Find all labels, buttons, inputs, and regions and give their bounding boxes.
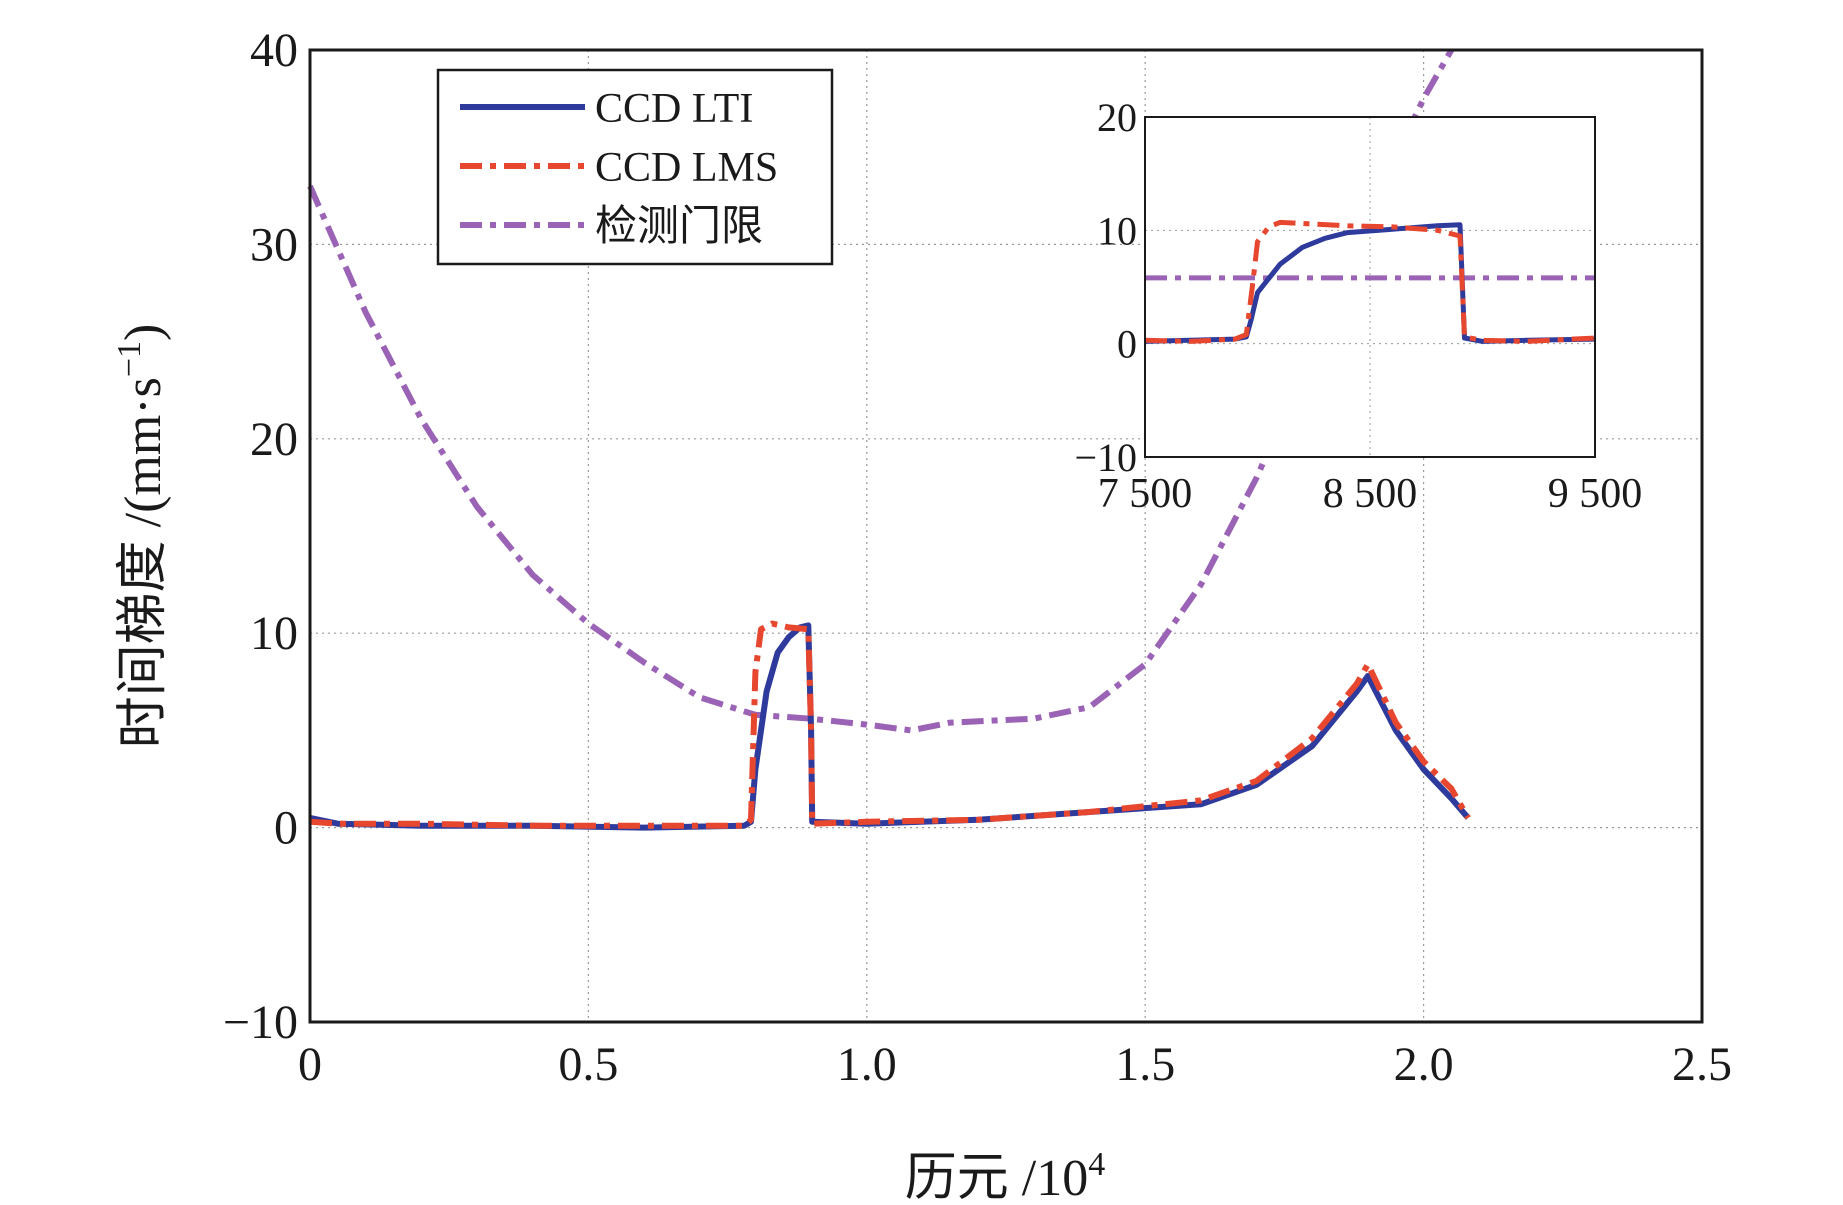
y-tick-label: 30: [250, 218, 298, 271]
inset-x-tick-label: 8 500: [1323, 471, 1418, 517]
inset-x-tick-label: 7 500: [1098, 471, 1193, 517]
x-tick-label: 1.0: [837, 1038, 897, 1091]
legend-label-ccd-lms: CCD LMS: [595, 145, 778, 191]
y-tick-label: 10: [250, 607, 298, 660]
inset-ticks: 7 500 8 500 9 500 −10 0 10 20: [1074, 95, 1642, 517]
legend-label-threshold: 检测门限: [595, 203, 763, 250]
inset-y-tick-label: 0: [1117, 322, 1137, 367]
inset-frame: [1144, 116, 1596, 458]
inset-y-tick-label: 20: [1097, 95, 1137, 140]
y-axis-label: 时间梯度 /(mm·s−1): [111, 324, 172, 749]
legend: CCD LTI CCD LMS 检测门限: [436, 68, 834, 266]
inset-y-tick-label: 10: [1097, 208, 1137, 253]
x-axis-label: 历元 /104: [905, 1146, 1105, 1205]
y-tick-label: −10: [223, 996, 298, 1049]
inset-series-layer: [1144, 219, 1596, 344]
legend-box: [436, 68, 834, 266]
inset-y-tick-label: −10: [1074, 435, 1137, 480]
x-axis-label-text: 历元 /10: [905, 1150, 1088, 1205]
plot-frame: [308, 48, 1704, 1024]
x-tick-label: 2.0: [1394, 1038, 1454, 1091]
inset-chart: 7 500 8 500 9 500 −10 0 10 20: [1074, 95, 1642, 517]
inset-line-ccd-lms: [1144, 219, 1596, 344]
y-axis-label-exponent: −1: [111, 341, 148, 377]
y-tick-label: 40: [250, 24, 298, 77]
y-axis-label-close: ): [115, 324, 172, 341]
y-axis-label-text: 时间梯度 /(mm·s: [115, 377, 172, 748]
legend-label-ccd-lti: CCD LTI: [595, 86, 753, 132]
inset-x-tick-label: 9 500: [1548, 471, 1643, 517]
x-tick-label: 1.5: [1115, 1038, 1175, 1091]
inset-grid: [1145, 117, 1595, 457]
y-tick-label: 0: [274, 802, 298, 855]
y-tick-label: 20: [250, 413, 298, 466]
series-line-ccd-lms: [309, 620, 1471, 829]
x-tick-label: 0: [298, 1038, 322, 1091]
x-tick-label: 0.5: [558, 1038, 618, 1091]
x-tick-label: 2.5: [1672, 1038, 1732, 1091]
x-axis-label-exponent: 4: [1088, 1146, 1105, 1183]
